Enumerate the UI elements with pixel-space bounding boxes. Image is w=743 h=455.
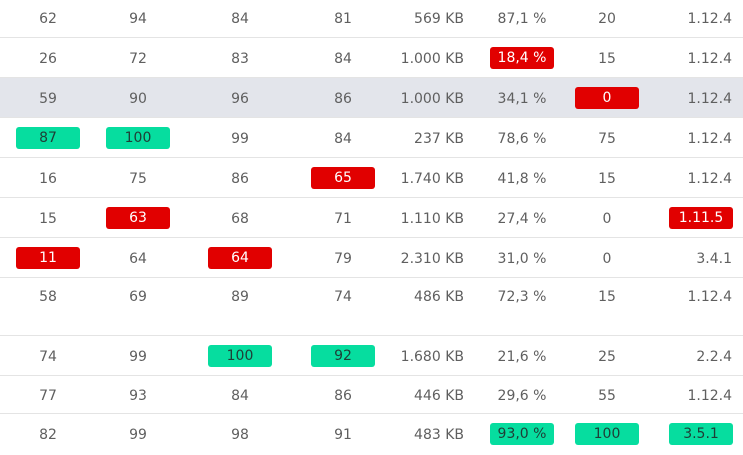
cell-score-4-badge: 65 <box>311 167 375 189</box>
cell-percent-badge: 18,4 % <box>490 47 554 69</box>
cell-score-3: 68 <box>231 211 249 227</box>
cell-version: 1.12.4 <box>687 289 732 305</box>
cell-version: 1.12.4 <box>687 51 732 67</box>
cell-percent: 87,1 % <box>497 11 547 27</box>
cell-score-1: 16 <box>39 171 57 187</box>
cell-percent: 41,8 % <box>497 171 547 187</box>
cell-score-3: 84 <box>231 388 249 404</box>
table-row[interactable]: 26 72 83 84 1.000 KB 18,4 % 15 1.12.4 <box>0 38 743 78</box>
cell-percent: 31,0 % <box>497 251 547 267</box>
cell-size: 2.310 KB <box>400 251 464 267</box>
cell-score-3-badge: 64 <box>208 247 272 269</box>
table-row[interactable]: 77 93 84 86 446 KB 29,6 % 55 1.12.4 <box>0 376 743 414</box>
table-row[interactable]: 82 99 98 91 483 KB 93,0 % 100 3.5.1 <box>0 414 743 455</box>
cell-size: 486 KB <box>414 289 464 305</box>
cell-score-4: 81 <box>334 11 352 27</box>
cell-version: 1.12.4 <box>687 91 732 107</box>
cell-percent: 27,4 % <box>497 211 547 227</box>
cell-version: 1.12.4 <box>687 171 732 187</box>
table-row[interactable]: 58 69 89 74 486 KB 72,3 % 15 1.12.4 <box>0 278 743 336</box>
cell-version: 3.4.1 <box>696 251 732 267</box>
cell-size: 1.000 KB <box>400 91 464 107</box>
cell-percent: 34,1 % <box>497 91 547 107</box>
cell-version: 1.12.4 <box>687 11 732 27</box>
cell-score-3: 86 <box>231 171 249 187</box>
cell-size: 237 KB <box>414 131 464 147</box>
cell-score-2: 90 <box>129 91 147 107</box>
cell-size: 1.740 KB <box>400 171 464 187</box>
cell-version-badge: 1.11.5 <box>669 207 733 229</box>
cell-score-2: 69 <box>129 289 147 305</box>
cell-size: 569 KB <box>414 11 464 27</box>
cell-score-1: 58 <box>39 289 57 305</box>
table-row[interactable]: 87 100 99 84 237 KB 78,6 % 75 1.12.4 <box>0 118 743 158</box>
cell-percent: 21,6 % <box>497 349 547 365</box>
cell-version: 2.2.4 <box>696 349 732 365</box>
cell-score-3-badge: 100 <box>208 345 272 367</box>
cell-score-1: 15 <box>39 211 57 227</box>
table-row[interactable]: 15 63 68 71 1.110 KB 27,4 % 0 1.11.5 <box>0 198 743 238</box>
cell-score-1: 74 <box>39 349 57 365</box>
cell-score-4: 71 <box>334 211 352 227</box>
cell-score-4-badge: 92 <box>311 345 375 367</box>
cell-count: 0 <box>602 211 612 227</box>
cell-percent: 72,3 % <box>497 289 547 305</box>
cell-score-3: 98 <box>231 427 249 443</box>
cell-score-3: 99 <box>231 131 249 147</box>
cell-score-2-badge: 63 <box>106 207 170 229</box>
cell-count: 15 <box>598 51 616 67</box>
cell-score-1: 59 <box>39 91 57 107</box>
cell-size: 1.110 KB <box>400 211 464 227</box>
cell-score-4: 74 <box>334 289 352 305</box>
cell-size: 446 KB <box>414 388 464 404</box>
cell-score-3: 96 <box>231 91 249 107</box>
cell-score-1: 77 <box>39 388 57 404</box>
cell-count: 15 <box>598 171 616 187</box>
cell-count-badge: 0 <box>575 87 639 109</box>
cell-score-4: 91 <box>334 427 352 443</box>
cell-score-1-badge: 87 <box>16 127 80 149</box>
cell-size: 1.000 KB <box>400 51 464 67</box>
cell-count: 15 <box>598 289 616 305</box>
cell-score-2: 72 <box>129 51 147 67</box>
cell-score-3: 83 <box>231 51 249 67</box>
cell-size: 483 KB <box>414 427 464 443</box>
cell-score-2: 94 <box>129 11 147 27</box>
cell-score-1: 82 <box>39 427 57 443</box>
cell-score-2: 93 <box>129 388 147 404</box>
cell-score-4: 79 <box>334 251 352 267</box>
cell-score-2-badge: 100 <box>106 127 170 149</box>
cell-version: 1.12.4 <box>687 388 732 404</box>
cell-score-1: 26 <box>39 51 57 67</box>
cell-score-2: 99 <box>129 427 147 443</box>
cell-score-2: 64 <box>129 251 147 267</box>
cell-count: 75 <box>598 131 616 147</box>
cell-score-1-badge: 11 <box>16 247 80 269</box>
cell-percent: 29,6 % <box>497 388 547 404</box>
cell-score-2: 99 <box>129 349 147 365</box>
cell-score-1: 62 <box>39 11 57 27</box>
cell-version-badge: 3.5.1 <box>669 423 733 445</box>
cell-percent-badge: 93,0 % <box>490 423 554 445</box>
cell-count: 55 <box>598 388 616 404</box>
table-row[interactable]: 11 64 64 79 2.310 KB 31,0 % 0 3.4.1 <box>0 238 743 278</box>
cell-score-3: 84 <box>231 11 249 27</box>
cell-count: 20 <box>598 11 616 27</box>
table-row[interactable]: 16 75 86 65 1.740 KB 41,8 % 15 1.12.4 <box>0 158 743 198</box>
cell-score-4: 84 <box>334 131 352 147</box>
cell-count: 0 <box>602 251 612 267</box>
cell-score-3: 89 <box>231 289 249 305</box>
cell-percent: 78,6 % <box>497 131 547 147</box>
table-row[interactable]: 62 94 84 81 569 KB 87,1 % 20 1.12.4 <box>0 0 743 38</box>
cell-count: 25 <box>598 349 616 365</box>
cell-score-4: 84 <box>334 51 352 67</box>
cell-score-2: 75 <box>129 171 147 187</box>
table-row[interactable]: 74 99 100 92 1.680 KB 21,6 % 25 2.2.4 <box>0 336 743 376</box>
cell-score-4: 86 <box>334 91 352 107</box>
cell-count-badge: 100 <box>575 423 639 445</box>
cell-version: 1.12.4 <box>687 131 732 147</box>
cell-size: 1.680 KB <box>400 349 464 365</box>
cell-score-4: 86 <box>334 388 352 404</box>
table-row-selected[interactable]: 59 90 96 86 1.000 KB 34,1 % 0 1.12.4 <box>0 78 743 118</box>
